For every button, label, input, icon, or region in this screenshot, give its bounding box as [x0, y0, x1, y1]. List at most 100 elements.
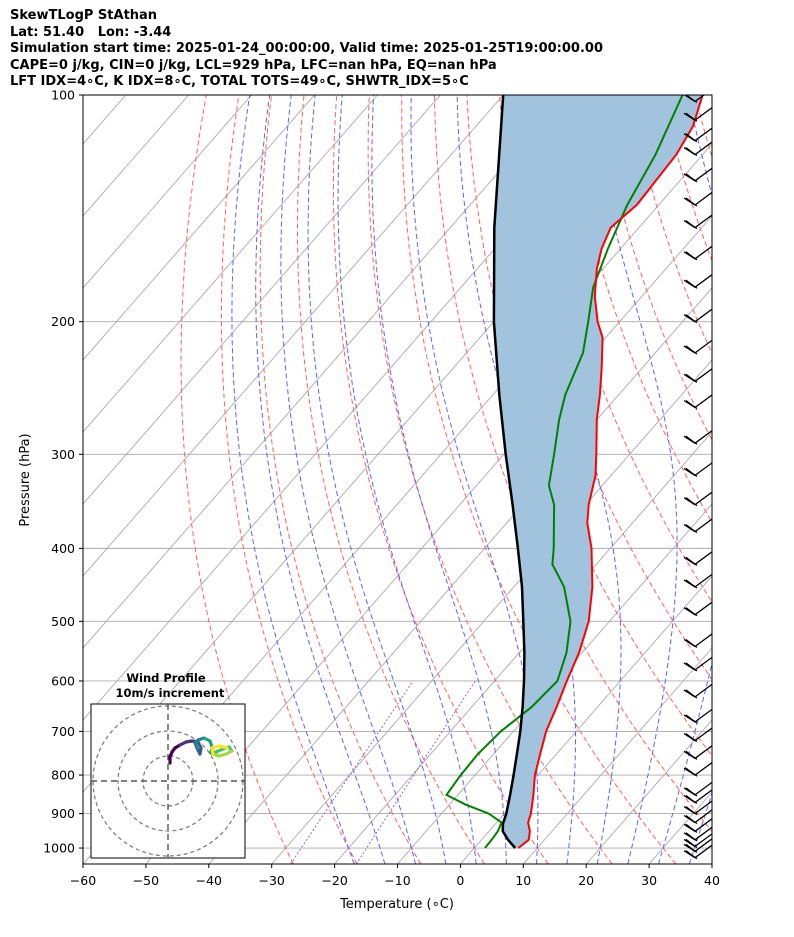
isotherm-line — [585, 719, 712, 864]
wind-barbs — [683, 95, 712, 860]
dry-adiabat — [259, 95, 422, 864]
moist-adiabat — [783, 95, 794, 864]
dry-adiabat — [564, 95, 712, 524]
wind-barb — [683, 394, 712, 410]
parcel-path-line — [492, 95, 526, 849]
dry-adiabat — [661, 95, 712, 262]
mixing-ratio-line — [290, 680, 414, 864]
wind-barb — [683, 826, 712, 842]
wind-barb — [683, 491, 712, 507]
y-tick-label: 500 — [51, 614, 75, 629]
temperature-line — [517, 95, 704, 849]
wind-barb — [683, 462, 712, 477]
wind-barb — [683, 214, 712, 230]
dry-adiabats — [180, 95, 794, 864]
moist-adiabat — [255, 95, 386, 864]
wind-barb — [683, 781, 712, 797]
wind-barb — [683, 601, 712, 617]
dry-adiabat — [367, 95, 613, 864]
wind-barb — [683, 106, 712, 122]
y-tick-label: 400 — [51, 541, 75, 556]
y-tick-label: 600 — [51, 673, 75, 688]
wind-barb — [683, 339, 712, 355]
isotherm-line — [83, 95, 567, 649]
x-axis-label: Temperature (∘C) — [339, 897, 454, 912]
x-tick-label: 40 — [704, 873, 720, 888]
moist-adiabat — [658, 95, 712, 864]
y-axis: 100 200 300 400 500 600 700 800 900 1000 — [43, 88, 83, 856]
dry-adiabat — [296, 95, 485, 864]
y-tick-label: 800 — [51, 768, 75, 783]
isotherm-line — [711, 863, 712, 864]
isotherm-line — [83, 95, 378, 433]
mixing-ratio-lines — [290, 680, 476, 864]
header-line-3: Simulation start time: 2025-01-24_00:00:… — [10, 41, 603, 57]
wind-barb — [683, 683, 712, 699]
isotherm-line — [145, 215, 712, 864]
y-tick-label: 1000 — [43, 841, 75, 856]
isotherm-line — [522, 647, 712, 864]
isotherm-line — [83, 95, 441, 505]
wind-barb — [683, 761, 712, 777]
isotherm-line — [334, 431, 712, 864]
cape-shading — [493, 95, 703, 848]
isotherm-line — [83, 95, 504, 577]
dry-adiabat — [220, 95, 358, 864]
y-tick-label: 100 — [51, 88, 75, 103]
wind-barb — [683, 367, 712, 383]
wind-barb — [683, 789, 712, 805]
wind-barb — [683, 817, 712, 833]
x-axis: −60 −50 −40 −30 −20 −10 0 10 20 30 40 — [70, 864, 720, 888]
wind-barb — [683, 273, 712, 289]
header-line-5: LFT IDX=4∘C, K IDX=8∘C, TOTAL TOTS=49∘C,… — [10, 74, 469, 90]
x-tick-label: 10 — [515, 873, 531, 888]
wind-barb — [683, 191, 712, 207]
header-line-4: CAPE=0 j/kg, CIN=0 j/kg, LCL=929 hPa, LF… — [10, 57, 497, 73]
dry-adiabat — [760, 95, 794, 864]
isotherm-line — [460, 575, 712, 864]
inset-subtitle: 10m/s increment — [116, 686, 225, 700]
x-tick-label: 20 — [578, 873, 594, 888]
hodograph-segment — [218, 744, 229, 750]
wind-barb — [683, 633, 712, 649]
x-tick-label: −30 — [259, 873, 285, 888]
x-tick-label: −50 — [133, 873, 159, 888]
moist-adiabat — [371, 95, 507, 864]
x-tick-label: −20 — [321, 873, 347, 888]
wind-barb — [683, 809, 712, 825]
wind-barb — [683, 127, 712, 143]
dry-adiabat — [694, 95, 712, 159]
wind-barb — [683, 429, 712, 445]
dry-adiabat — [401, 95, 677, 864]
moist-adiabat — [720, 95, 794, 864]
dry-adiabat — [433, 95, 712, 833]
x-tick-label: 0 — [456, 873, 464, 888]
wind-barb — [683, 656, 712, 672]
moist-adiabat — [688, 791, 712, 864]
wind-barb — [683, 744, 712, 760]
y-tick-label: 300 — [51, 447, 75, 462]
y-tick-label: 700 — [51, 724, 75, 739]
y-axis-label: Pressure (hPa) — [18, 433, 33, 526]
hodograph-ring — [117, 730, 219, 832]
moist-adiabat — [280, 95, 416, 864]
x-tick-label: −60 — [70, 873, 96, 888]
moist-adiabat — [307, 95, 447, 864]
dry-adiabat — [728, 95, 794, 864]
dry-adiabat — [531, 95, 712, 603]
x-tick-label: −10 — [384, 873, 410, 888]
x-tick-label: −40 — [196, 873, 222, 888]
dry-adiabat — [466, 95, 712, 757]
wind-barb — [683, 833, 712, 848]
dewpoint-line — [445, 95, 684, 849]
wind-barb — [683, 708, 712, 724]
wind-barb — [683, 167, 712, 183]
moist-adiabat — [231, 95, 355, 864]
moist-adiabat — [752, 95, 794, 864]
x-tick-label: 30 — [641, 873, 657, 888]
isotherm-line — [83, 95, 315, 361]
chart-header: SkewTLogP StAthan Lat: 51.40 Lon: -3.44 Si… — [10, 8, 603, 91]
isotherm-line — [271, 359, 712, 864]
header-line-1: SkewTLogP StAthan — [10, 8, 158, 23]
